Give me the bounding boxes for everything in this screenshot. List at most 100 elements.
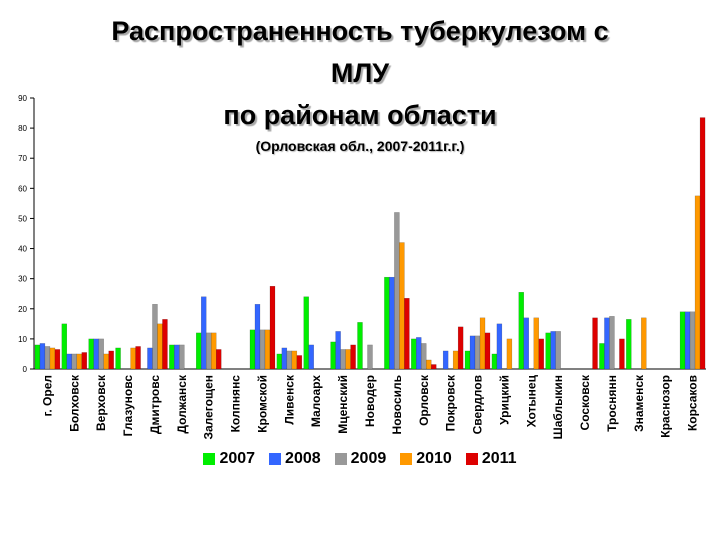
- bar-2010-6: [211, 332, 217, 370]
- bar-2011-20: [592, 317, 598, 370]
- bar-2007-16: [464, 350, 471, 370]
- bar-2007-13: [384, 276, 390, 370]
- bar-2008-18: [523, 317, 529, 370]
- chart-subtitle: (Орловская обл., 2007-2011г.г.): [255, 138, 465, 154]
- bar-2007-10: [303, 296, 309, 370]
- bar-2010-18: [533, 317, 539, 370]
- legend-swatch-2007: [203, 453, 216, 465]
- bar-2011-24: [699, 117, 706, 370]
- y-tick-label: 40: [18, 245, 27, 254]
- bar-2010-17: [506, 338, 513, 370]
- bar-2008-5: [174, 344, 180, 370]
- bar-2011-0: [54, 349, 61, 370]
- chart-title-line-3: по районам области: [223, 100, 497, 130]
- bar-2008-15: [442, 350, 449, 370]
- bar-2009-2: [98, 338, 104, 370]
- legend-item-2010: 2010: [400, 450, 452, 468]
- bar-2011-11: [350, 344, 356, 370]
- legend-swatch-2009: [334, 453, 347, 465]
- bar-2007-18: [518, 292, 524, 370]
- bar-2009-14: [421, 343, 427, 370]
- legend-item-2011: 2011: [465, 450, 517, 468]
- bar-2008-13: [389, 276, 395, 370]
- bar-2009-6: [206, 332, 212, 370]
- bar-2008-10: [308, 344, 314, 370]
- legend-swatch-2010: [400, 453, 413, 465]
- bar-2008-11: [335, 331, 341, 370]
- x-category-label: Хотынец: [524, 374, 538, 427]
- bar-2008-16: [469, 335, 476, 370]
- bar-2008-9: [281, 347, 288, 370]
- x-category-label: Верховск: [94, 374, 108, 431]
- legend-item-2009: 2009: [334, 450, 387, 468]
- bar-2011-8: [269, 285, 276, 370]
- bar-2011-15: [457, 326, 464, 370]
- bar-2007-17: [491, 353, 498, 370]
- x-category-label: Новодер: [363, 375, 377, 427]
- bar-2011-16: [484, 332, 491, 370]
- bar-2011-18: [538, 338, 544, 370]
- x-category-label: Мценский: [336, 375, 350, 434]
- bar-2007-11: [330, 341, 336, 370]
- bar-2009-24: [689, 311, 696, 370]
- bar-2008-0: [39, 343, 46, 370]
- bar-2009-0: [44, 346, 51, 370]
- bar-2007-6: [196, 332, 202, 370]
- legend-label-2009: 2009: [350, 450, 387, 467]
- x-category-label: Краснозор: [659, 375, 673, 438]
- bar-2007-1: [61, 323, 68, 370]
- bar-2011-13: [404, 298, 410, 370]
- y-tick-label: 0: [23, 365, 28, 374]
- bar-2010-16: [479, 317, 486, 370]
- bar-2009-4: [152, 304, 158, 370]
- bar-2011-6: [216, 349, 222, 370]
- bar-2010-3: [130, 347, 136, 370]
- bar-2010-24: [694, 195, 701, 370]
- bar-2007-5: [169, 344, 175, 370]
- legend-label-2011: 2011: [481, 450, 517, 467]
- bar-2007-21: [599, 343, 605, 370]
- bar-2008-8: [254, 304, 261, 370]
- bar-2007-19: [545, 332, 551, 370]
- bar-2011-2: [108, 350, 114, 370]
- bar-2011-21: [619, 338, 625, 370]
- x-axis-labels: г. Орел Болховск Верховск Глазуновс Дмитровс…: [40, 374, 699, 440]
- bar-2010-22: [641, 317, 647, 370]
- bar-2010-15: [452, 350, 459, 370]
- x-category-label: Покровск: [444, 374, 458, 431]
- legend-label-2008: 2008: [285, 450, 321, 467]
- bar-2010-2: [103, 353, 109, 370]
- bar-2009-19: [555, 331, 561, 370]
- bar-2009-1: [71, 353, 78, 370]
- x-category-label: Сосковск: [578, 374, 592, 430]
- bar-2011-9: [296, 355, 303, 370]
- x-category-label: Колпнянс: [229, 375, 243, 433]
- legend-label-2007: 2007: [219, 450, 256, 467]
- bar-2008-17: [496, 323, 503, 370]
- y-tick-label: 90: [18, 94, 27, 103]
- legend-item-2007: 2007: [203, 450, 255, 468]
- bar-2009-12: [367, 344, 373, 370]
- bar-2010-1: [76, 353, 83, 370]
- bar-2010-14: [426, 359, 432, 370]
- bar-2007-24: [679, 311, 686, 370]
- x-category-label: Глазуновс: [121, 375, 135, 437]
- bar-2008-19: [550, 331, 556, 370]
- y-tick-label: 60: [18, 184, 27, 193]
- bar-2008-24: [684, 311, 691, 370]
- y-tick-label: 70: [18, 154, 27, 163]
- x-category-label: Кромской: [255, 375, 269, 433]
- bar-2009-8: [259, 329, 266, 370]
- x-category-label: Троснянн: [605, 375, 619, 432]
- legend-swatch-2011: [465, 453, 478, 465]
- bar-2010-11: [345, 349, 351, 370]
- bar-2009-9: [286, 350, 293, 370]
- x-category-label: Урицкий: [497, 375, 511, 425]
- bar-2007-9: [276, 353, 283, 370]
- bar-2008-21: [604, 317, 610, 370]
- y-tick-label: 10: [18, 335, 27, 344]
- x-category-label: Корсаков: [686, 375, 700, 431]
- bar-2007-12: [357, 322, 363, 370]
- bar-2010-0: [49, 347, 56, 370]
